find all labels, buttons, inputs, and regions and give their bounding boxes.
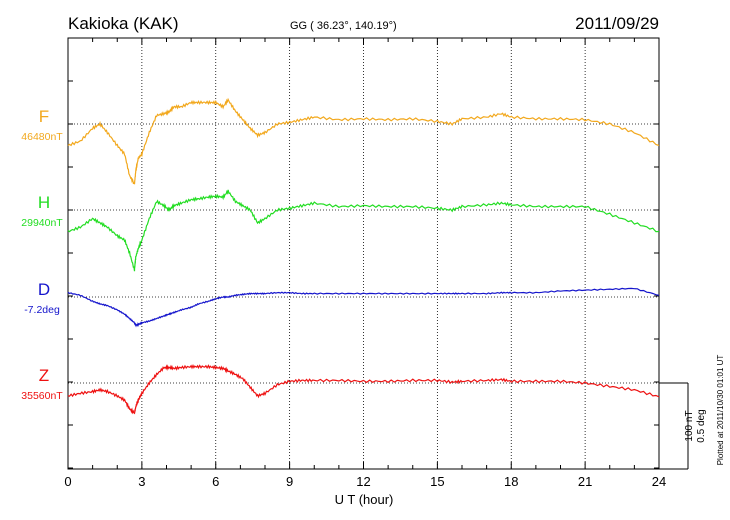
- chart-date: 2011/09/29: [575, 14, 659, 33]
- x-tick-label-15: 15: [430, 474, 444, 489]
- x-tick-label-0: 0: [64, 474, 71, 489]
- series-lines: [67, 97, 660, 415]
- axis-ticks: [67, 38, 660, 469]
- series-baseline-label-F: 46480nT: [21, 131, 63, 143]
- grid-lines: [68, 38, 659, 469]
- series-name-H: H: [38, 193, 50, 212]
- series-baseline-label-H: 29940nT: [21, 217, 63, 229]
- x-tick-label-9: 9: [286, 474, 293, 489]
- scale-bar-deg-label: 0.5 deg: [696, 409, 707, 442]
- series-labels: F 46480nT H 29940nT D -7.2deg Z 35560nT: [21, 107, 63, 402]
- series-baseline-label-Z: 35560nT: [21, 390, 63, 402]
- x-axis-label: U T (hour): [335, 492, 394, 507]
- series-name-D: D: [38, 280, 50, 299]
- x-tick-label-12: 12: [356, 474, 370, 489]
- series-line-F: [67, 97, 660, 185]
- series-line-Z: [67, 363, 660, 415]
- chart-title: Kakioka (KAK): [68, 14, 179, 33]
- x-tick-label-6: 6: [212, 474, 219, 489]
- series-line-H: [67, 189, 660, 272]
- series-line-D: [67, 287, 660, 328]
- x-tick-labels: 0 3 6 9 12 15 18 21 24: [64, 474, 666, 489]
- chart-subtitle: GG ( 36.23°, 140.19°): [290, 20, 397, 32]
- scale-bar-nt-label: 100 nT: [684, 410, 695, 441]
- x-tick-label-21: 21: [578, 474, 592, 489]
- series-name-Z: Z: [39, 366, 49, 385]
- series-name-F: F: [39, 107, 49, 126]
- plotted-at-note: Plotted at 2011/10/30 01:01 UT: [716, 355, 725, 466]
- series-baseline-label-D: -7.2deg: [24, 304, 60, 316]
- x-tick-label-3: 3: [138, 474, 145, 489]
- x-tick-label-18: 18: [504, 474, 518, 489]
- scale-bar: 100 nT 0.5 deg: [659, 382, 707, 470]
- x-tick-label-24: 24: [652, 474, 666, 489]
